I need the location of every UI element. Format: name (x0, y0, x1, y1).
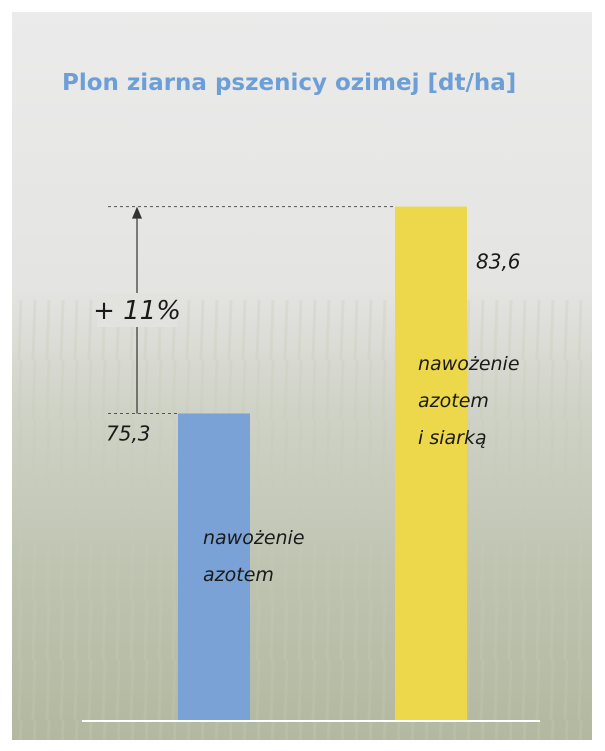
value-label: 83,6 (476, 250, 521, 274)
category-label: nawożenie azotem i siarką (418, 353, 520, 449)
annotation: + 11% (93, 296, 181, 326)
bar (178, 413, 250, 720)
value-label: 75,3 (106, 421, 151, 445)
annotation-bg (97, 293, 177, 328)
field-texture (12, 300, 592, 740)
category-label: nawożenie azotem (203, 527, 305, 586)
bar (395, 206, 467, 721)
arrow-head (132, 206, 142, 219)
chart-title: Plon ziarna pszenicy ozimej [dt/ha] (62, 70, 516, 96)
